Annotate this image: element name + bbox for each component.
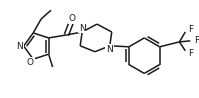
Text: F: F xyxy=(188,49,193,58)
Text: N: N xyxy=(106,45,113,54)
Text: N: N xyxy=(79,24,86,33)
Text: O: O xyxy=(27,58,34,67)
Text: F: F xyxy=(195,36,199,45)
Text: F: F xyxy=(188,25,193,34)
Text: O: O xyxy=(69,14,76,23)
Text: N: N xyxy=(16,42,23,51)
